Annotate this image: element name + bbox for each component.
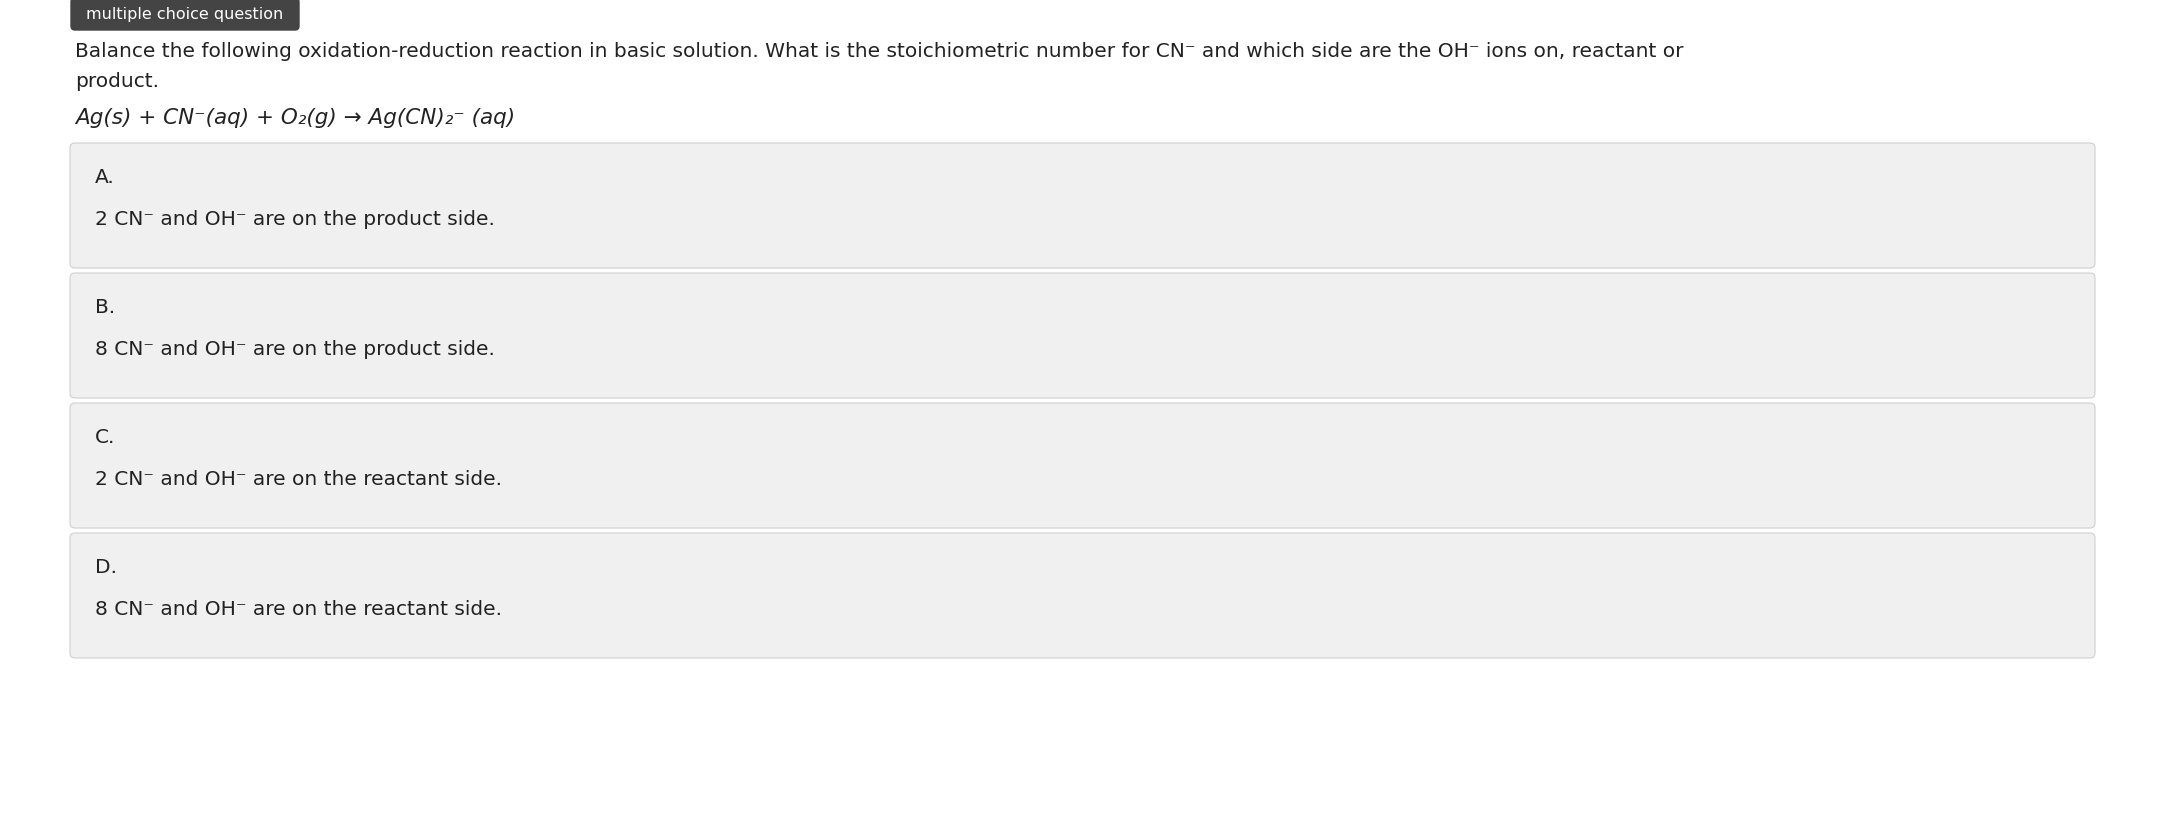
Text: D.: D. — [95, 558, 117, 577]
Text: Balance the following oxidation-reduction reaction in basic solution. What is th: Balance the following oxidation-reductio… — [76, 42, 1683, 61]
FancyBboxPatch shape — [69, 273, 2095, 398]
Text: Ag(s) + CN⁻(aq) + O₂(g) → Ag(CN)₂⁻ (aq): Ag(s) + CN⁻(aq) + O₂(g) → Ag(CN)₂⁻ (aq) — [76, 108, 514, 128]
FancyBboxPatch shape — [69, 143, 2095, 268]
Text: 8 CN⁻ and OH⁻ are on the reactant side.: 8 CN⁻ and OH⁻ are on the reactant side. — [95, 600, 501, 619]
FancyBboxPatch shape — [69, 403, 2095, 528]
Text: 2 CN⁻ and OH⁻ are on the reactant side.: 2 CN⁻ and OH⁻ are on the reactant side. — [95, 470, 501, 489]
Text: B.: B. — [95, 298, 114, 317]
Text: product.: product. — [76, 72, 160, 91]
Text: multiple choice question: multiple choice question — [86, 7, 283, 21]
Text: 2 CN⁻ and OH⁻ are on the product side.: 2 CN⁻ and OH⁻ are on the product side. — [95, 210, 495, 229]
FancyBboxPatch shape — [69, 533, 2095, 658]
FancyBboxPatch shape — [71, 0, 298, 30]
Text: A.: A. — [95, 168, 114, 187]
Text: 8 CN⁻ and OH⁻ are on the product side.: 8 CN⁻ and OH⁻ are on the product side. — [95, 340, 495, 359]
Text: C.: C. — [95, 428, 114, 447]
